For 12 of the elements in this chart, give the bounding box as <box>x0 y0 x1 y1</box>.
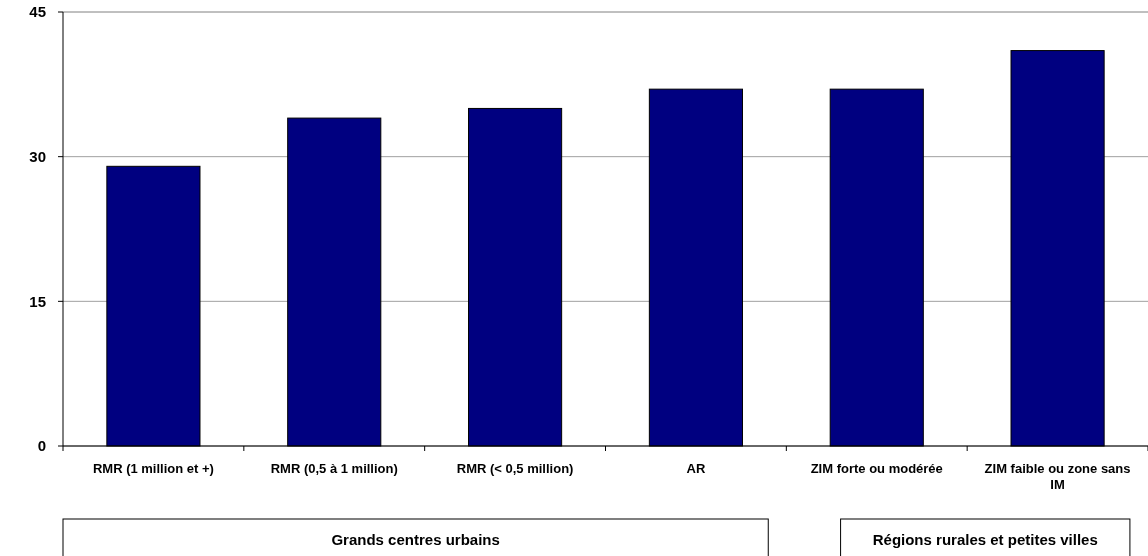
x-tick-label: ZIM forte ou modérée <box>810 461 943 476</box>
y-tick-label: 30 <box>29 147 46 165</box>
x-tick-label: RMR (1 million et +) <box>92 461 214 476</box>
x-tick-label: RMR (0,5 à 1 million) <box>270 461 398 476</box>
x-tick-label: AR <box>686 461 706 476</box>
text: Régions rurales et petites villes <box>872 531 1098 548</box>
text: Grands centres urbains <box>331 531 500 548</box>
x-tick-label: ZIM faible ou zone sans IM <box>984 461 1131 492</box>
y-tick-label: 0 <box>37 437 46 455</box>
y-tick-label: 45 <box>29 3 46 21</box>
x-tick-label: RMR (< 0,5 million) <box>456 461 574 476</box>
y-tick-label: 15 <box>29 292 46 310</box>
